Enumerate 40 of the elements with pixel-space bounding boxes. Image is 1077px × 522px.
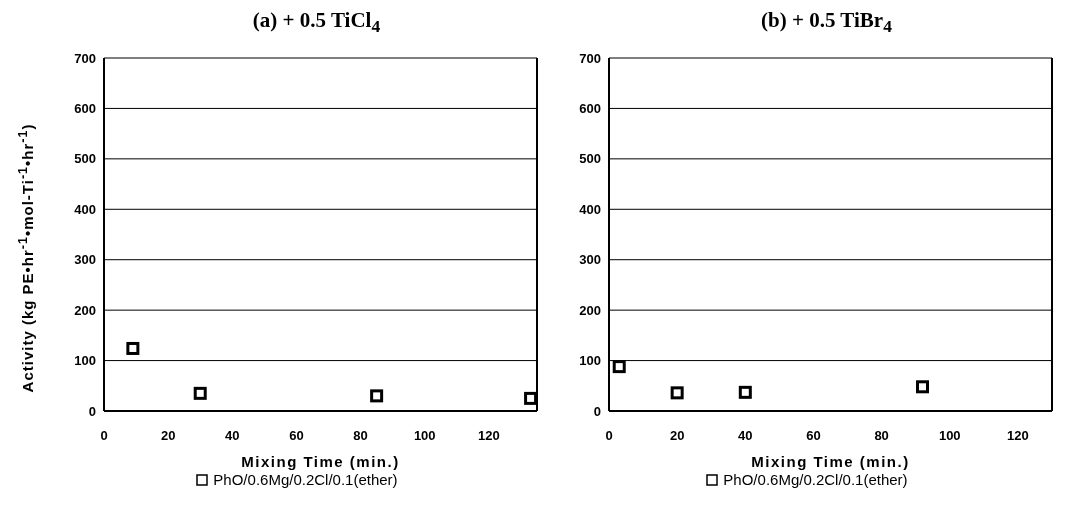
y-tick-label: 0 [593,403,601,419]
y-tick-label: 200 [74,302,96,318]
legend-label: PhO/0.6Mg/0.2Cl/0.1(ether) [213,471,398,488]
x-tick-label: 100 [413,428,436,444]
chart-title: (b) + 0.5 TiBr$_{4}$ [760,8,893,39]
y-tick-label: 200 [579,302,601,318]
y-tick-label: 600 [579,101,601,117]
y-tick-label: 400 [74,201,96,217]
y-tick-label: 600 [74,101,96,117]
chart-title: (a) + 0.5 TiCl$_{4}$ [251,8,382,39]
y-tick-label: 300 [579,252,601,268]
x-tick-label: 120 [478,428,500,444]
x-tick-label: 120 [1007,428,1029,444]
x-tick-label: 20 [160,428,176,444]
x-tick-label: 60 [806,428,821,444]
x-tick-label: 80 [874,428,889,444]
y-tick-label: 100 [579,353,601,369]
point [370,389,384,403]
point [524,391,537,405]
x-tick-label: 40 [738,428,753,444]
legend-label: PhO/0.6Mg/0.2Cl/0.1(ether) [723,471,908,488]
x-tick-label: 0 [605,428,613,444]
y-tick-label: 100 [74,353,96,369]
x-axis-title: Mixing Time (min.) [241,453,400,470]
point [193,386,207,400]
y-tick-label: 700 [74,50,96,66]
y-tick-label: 0 [88,403,96,419]
x-tick-label: 80 [353,428,368,444]
y-tick-label: 500 [579,151,601,167]
point [126,341,140,355]
x-tick-label: 40 [225,428,240,444]
y-tick-label: 300 [74,252,96,268]
y-tick-label: 500 [74,151,96,167]
x-axis-title: Mixing Time (min.) [751,453,910,470]
x-tick-label: 0 [100,428,108,444]
x-tick-label: 20 [669,428,685,444]
x-tick-label: 60 [289,428,304,444]
x-tick-label: 100 [938,428,961,444]
y-tick-label: 700 [579,50,601,66]
y-tick-label: 400 [579,201,601,217]
